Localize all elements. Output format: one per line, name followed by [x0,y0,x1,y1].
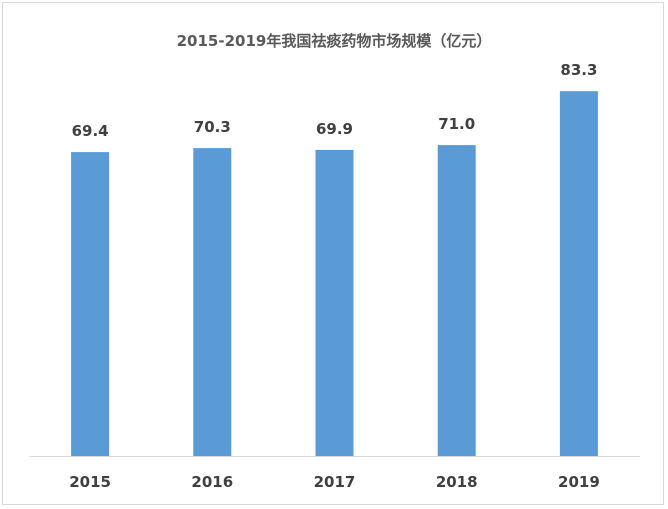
bar-2018 [437,145,476,456]
x-tick-label-2015: 2015 [69,473,111,491]
value-label-2017: 69.9 [316,120,353,138]
x-tick-label-2019: 2019 [558,473,600,491]
bar-2019 [559,91,598,456]
value-label-2016: 70.3 [194,118,231,136]
bar-2016 [193,148,232,456]
x-axis-tick-labels: 2015 2016 2017 2018 2019 [69,473,600,491]
bar-2017 [315,149,354,456]
bars-group [71,91,598,456]
value-label-2018: 71.0 [438,115,475,133]
value-label-2019: 83.3 [560,61,597,79]
bar-2015 [71,152,110,456]
chart-title: 2015-2019年我国祛痰药物市场规模（亿元） [177,32,492,50]
x-tick-label-2017: 2017 [314,473,356,491]
x-tick-label-2018: 2018 [436,473,478,491]
x-tick-label-2016: 2016 [191,473,233,491]
value-labels-group: 69.4 70.3 69.9 71.0 83.3 [72,61,598,140]
value-label-2015: 69.4 [72,122,109,140]
